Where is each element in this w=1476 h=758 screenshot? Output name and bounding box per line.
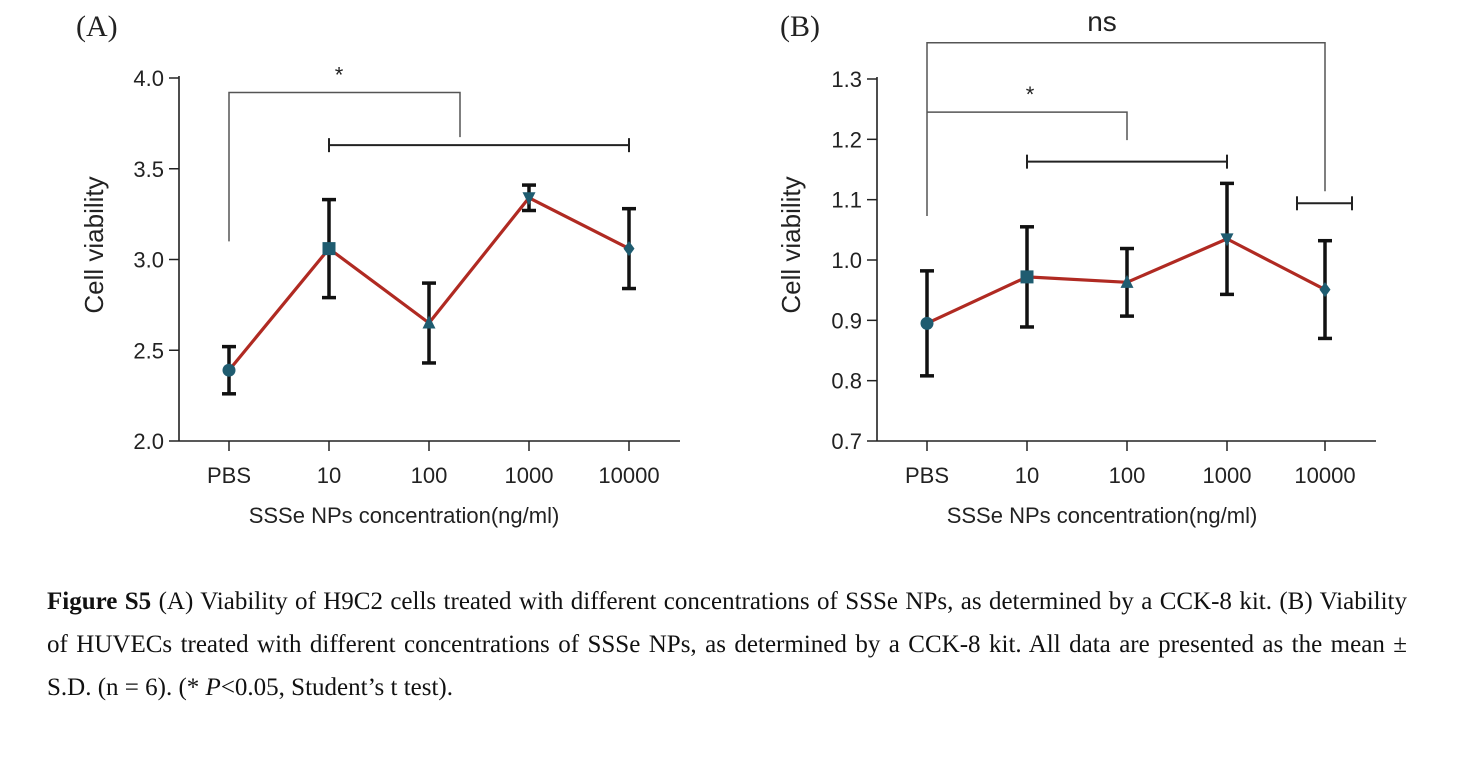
panel-b-x-tick-label: 10 <box>1015 463 1039 488</box>
panel-b-significance-label: * <box>1026 82 1035 107</box>
panel-a-chart: (A) Cell viability SSSe NPs concentratio… <box>76 10 680 528</box>
panel-b-y-tick-label: 0.8 <box>831 369 862 394</box>
panel-b-ns-label: ns <box>1087 6 1117 37</box>
caption-p-symbol: P <box>205 674 221 701</box>
panel-b-x-tick-label: 100 <box>1109 463 1146 488</box>
panel-a-x-tick-label: 100 <box>411 463 448 488</box>
panel-b-data-point <box>1120 274 1134 288</box>
panel-a-y-tick-label: 4.0 <box>133 66 164 91</box>
panel-a-data-point <box>522 192 536 206</box>
panel-b-x-tick-label: PBS <box>905 463 949 488</box>
panel-b-label: (B) <box>780 10 820 43</box>
panel-a-data-point <box>623 241 635 257</box>
panel-b-data-point <box>1319 282 1331 298</box>
panel-a-data-point <box>222 363 236 377</box>
panel-b-x-tick-label: 10000 <box>1294 463 1355 488</box>
panel-b-y-tick-label: 1.1 <box>831 188 862 213</box>
panel-b-ns-bracket <box>926 42 1326 216</box>
panel-a-data-point <box>422 315 436 329</box>
panel-a-x-tick-label: 10 <box>317 463 341 488</box>
panel-b-y-tick-label: 1.2 <box>831 127 862 152</box>
panel-a-y-tick-label: 2.0 <box>133 429 164 454</box>
panel-a-x-tick-label: 10000 <box>598 463 659 488</box>
caption-text-2: <0.05, Student’s t test). <box>220 674 453 701</box>
caption-label: Figure S5 <box>47 588 152 615</box>
panel-a-x-tick-label: 1000 <box>505 463 554 488</box>
panel-b-significance-bracket <box>927 111 1128 141</box>
panel-b-y-tick-label: 1.3 <box>831 67 862 92</box>
panel-a-x-tick-label: PBS <box>207 463 251 488</box>
panel-a-significance-bracket <box>228 91 461 242</box>
panel-b-y-tick-label: 0.7 <box>831 429 862 454</box>
figure: (A) Cell viability SSSe NPs concentratio… <box>76 6 1376 528</box>
panel-b-y-axis-label: Cell viability <box>776 176 806 313</box>
panel-b-y-tick-label: 1.0 <box>831 248 862 273</box>
panel-a-y-tick-label: 3.0 <box>133 248 164 273</box>
figure-caption: Figure S5 (A) Viability of H9C2 cells tr… <box>47 580 1407 709</box>
panel-b-chart: (B) Cell viability SSSe NPs concentratio… <box>776 6 1376 528</box>
panel-a-y-axis-label: Cell viability <box>79 176 109 313</box>
panel-a-significance-label: * <box>335 63 344 88</box>
panel-b-data-point <box>1220 233 1234 247</box>
panel-a-y-tick-label: 2.5 <box>133 338 164 363</box>
panel-b-x-tick-label: 1000 <box>1203 463 1252 488</box>
panel-b-data-point <box>920 316 934 330</box>
panel-b-x-axis-label: SSSe NPs concentration(ng/ml) <box>947 503 1258 528</box>
panel-b-y-tick-label: 0.9 <box>831 308 862 333</box>
caption-text-1: (A) Viability of H9C2 cells treated with… <box>47 588 1408 701</box>
panel-a-y-tick-label: 3.5 <box>133 157 164 182</box>
panel-b-data-point <box>1020 270 1034 284</box>
panel-a-data-point <box>322 242 336 256</box>
panel-a-x-axis-label: SSSe NPs concentration(ng/ml) <box>249 503 560 528</box>
panel-a-label: (A) <box>76 10 118 43</box>
